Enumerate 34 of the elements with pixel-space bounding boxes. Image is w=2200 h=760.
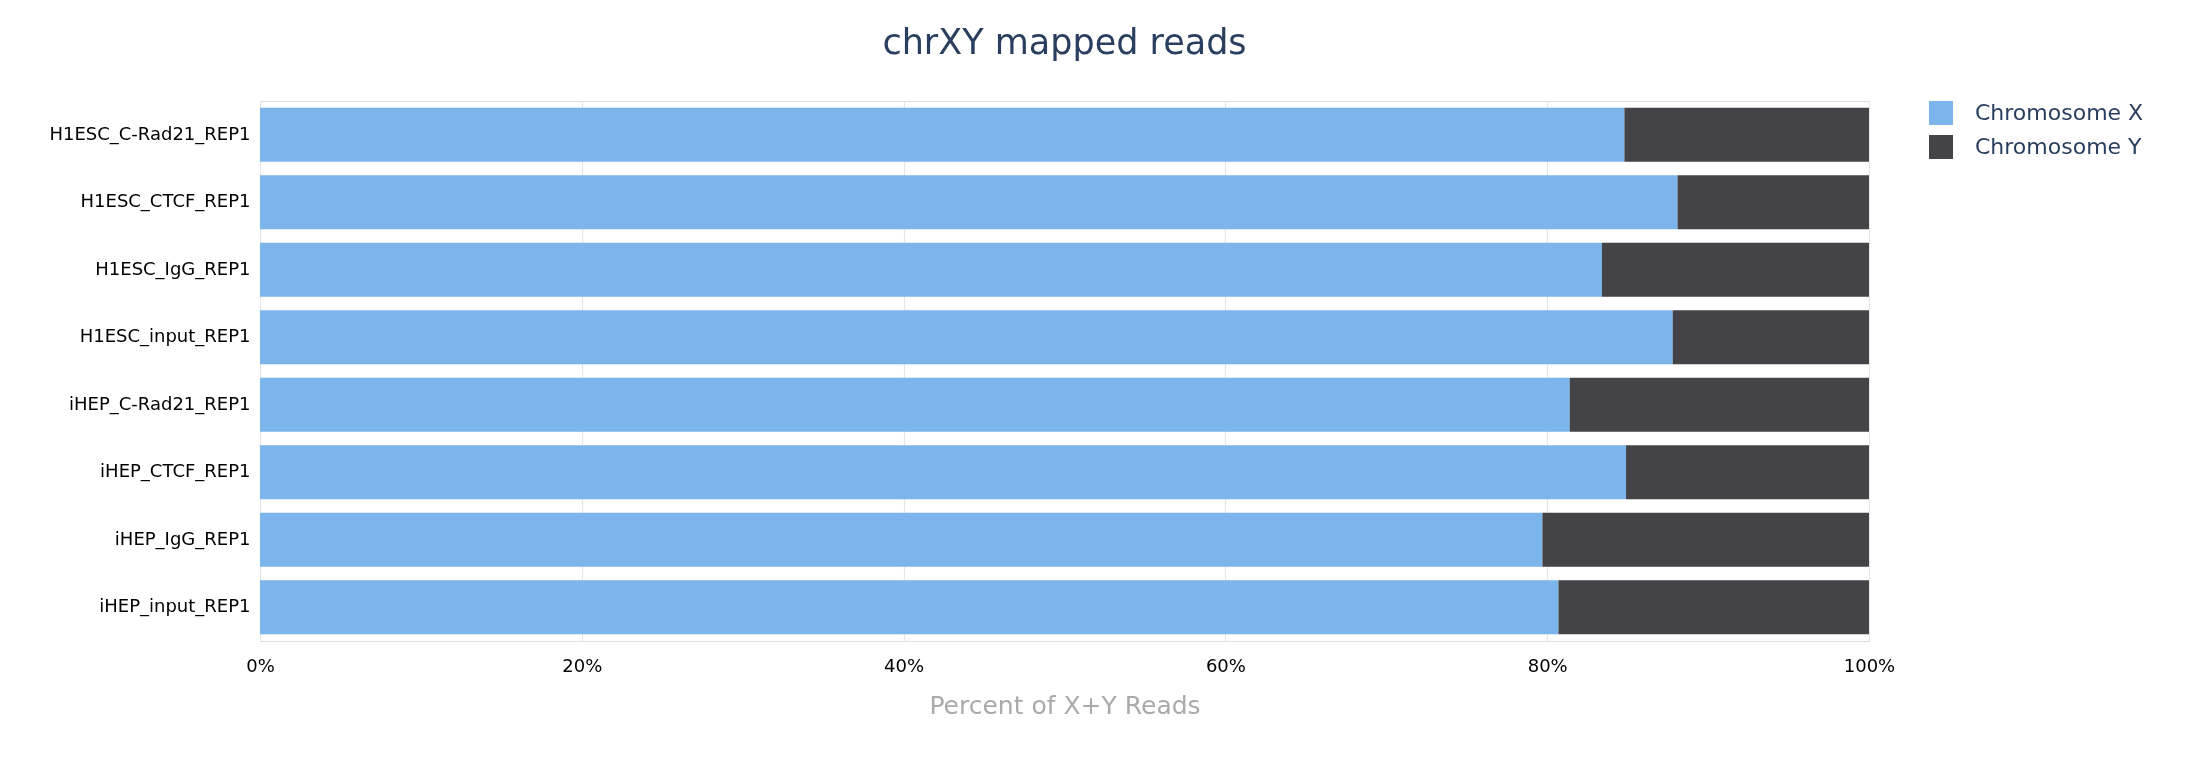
- y-tick-label: H1ESC_IgG_REP1: [95, 257, 251, 280]
- x-tick-label: 0%: [246, 654, 275, 676]
- bar: [260, 580, 1559, 635]
- x-tick-label: 60%: [1205, 654, 1246, 676]
- y-tick-label: iHEP_input_REP1: [99, 595, 251, 618]
- bar: [260, 310, 1673, 365]
- y-tick-label: H1ESC_input_REP1: [79, 325, 251, 348]
- bar: [1542, 512, 1869, 567]
- bar: [1558, 580, 1869, 635]
- bar: [1624, 107, 1869, 162]
- x-tick-label: 100%: [1843, 654, 1896, 676]
- x-tick-label: 20%: [562, 654, 603, 676]
- x-tick-label: 80%: [1527, 654, 1568, 676]
- y-tick-label: iHEP_IgG_REP1: [114, 527, 251, 550]
- bar: [260, 242, 1602, 297]
- bar: [260, 377, 1570, 432]
- y-tick-label: H1ESC_C-Rad21_REP1: [49, 122, 251, 145]
- bar: [1672, 310, 1869, 365]
- bar: [260, 445, 1627, 500]
- y-tick-label: iHEP_CTCF_REP1: [100, 460, 251, 483]
- legend-label: Chromosome Y: [1975, 134, 2143, 159]
- bar: [1677, 175, 1869, 230]
- y-tick-label: H1ESC_CTCF_REP1: [80, 190, 251, 213]
- bar: [260, 107, 1625, 162]
- bar: [260, 175, 1678, 230]
- chart-title: chrXY mapped reads: [882, 22, 1247, 62]
- x-axis-title: Percent of X+Y Reads: [929, 690, 1201, 720]
- x-tick-label: 40%: [884, 654, 925, 676]
- y-tick-label: iHEP_C-Rad21_REP1: [69, 392, 251, 415]
- legend-label: Chromosome X: [1975, 100, 2144, 125]
- bar: [260, 512, 1543, 567]
- bar: [1569, 377, 1869, 432]
- bar: [1601, 242, 1869, 297]
- bar: [1626, 445, 1869, 500]
